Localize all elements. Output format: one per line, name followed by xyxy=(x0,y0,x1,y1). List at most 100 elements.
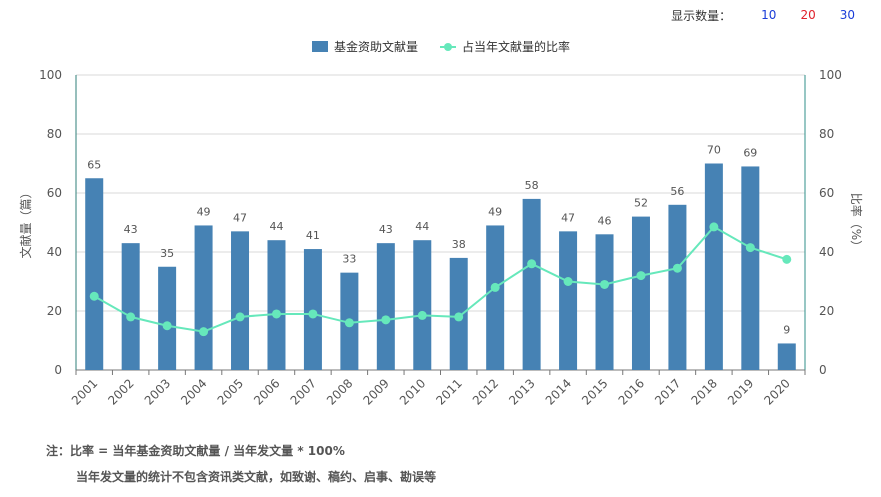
ratio-point xyxy=(199,327,209,337)
funding-chart: 0 20 40 60 80 100 0 20 40 60 80 100 2001 2002 2003 2004… xyxy=(18,39,864,408)
bar-data-label: 44 xyxy=(415,220,429,233)
ratio-point xyxy=(126,312,136,322)
x-tick-label: 2001 xyxy=(69,376,100,407)
bar xyxy=(158,266,177,370)
x-tick-label: 2015 xyxy=(579,376,610,407)
ratio-point xyxy=(162,321,172,331)
bar-data-label: 33 xyxy=(342,253,356,266)
ratio-point xyxy=(527,259,537,269)
x-tick-label: 2017 xyxy=(652,376,683,407)
y2-tick-label: 20 xyxy=(819,304,834,318)
y2-tick-label: 60 xyxy=(819,186,834,200)
bar-data-label: 44 xyxy=(269,220,283,233)
x-tick-label: 2016 xyxy=(616,376,647,407)
display-count-label: 显示数量： xyxy=(671,8,732,23)
ratio-point xyxy=(344,318,354,328)
ratio-line xyxy=(93,225,788,333)
x-tick-label: 2007 xyxy=(288,376,319,407)
bar-data-label: 65 xyxy=(87,158,101,171)
ratio-point xyxy=(235,312,245,322)
ratio-point xyxy=(672,263,682,273)
y2-tick-label: 80 xyxy=(819,127,834,141)
legend-label-bar: 基金资助文献量 xyxy=(334,39,418,54)
ratio-point xyxy=(709,222,719,232)
bar xyxy=(486,225,505,370)
bar-data-label: 43 xyxy=(124,223,138,236)
bar xyxy=(522,198,541,370)
bar xyxy=(668,204,687,370)
ratio-point xyxy=(454,312,464,322)
y-tick-label: 60 xyxy=(47,186,62,200)
ratio-point xyxy=(271,309,281,319)
bar-data-label: 38 xyxy=(452,238,466,251)
x-tick-label: 2013 xyxy=(506,376,537,407)
ratio-point xyxy=(600,279,610,289)
display-count-selector: 显示数量： 10 20 30 xyxy=(671,6,869,24)
bar xyxy=(777,343,796,370)
bar xyxy=(194,225,213,370)
bar-data-label: 70 xyxy=(707,144,721,157)
x-tick-label: 2020 xyxy=(761,376,792,407)
y-tick-label: 100 xyxy=(39,68,62,82)
bar xyxy=(704,163,723,370)
x-tick-label: 2018 xyxy=(688,376,719,407)
x-tick-label: 2019 xyxy=(725,376,756,407)
y2-tick-label: 40 xyxy=(819,245,834,259)
bar xyxy=(595,234,614,370)
ratio-point xyxy=(745,243,755,253)
x-tick-label: 2005 xyxy=(215,376,246,407)
bar-data-label: 43 xyxy=(379,223,393,236)
ratio-point xyxy=(782,254,792,264)
bar xyxy=(376,243,395,370)
bar-data-label: 47 xyxy=(561,211,575,224)
ratio-point xyxy=(636,271,646,281)
ratio-point xyxy=(89,291,99,301)
bar-data-label: 52 xyxy=(634,197,648,210)
bar-data-label: 47 xyxy=(233,211,247,224)
bar-data-label: 35 xyxy=(160,247,174,260)
display-count-option-20[interactable]: 20 xyxy=(800,8,816,22)
bar-data-label: 56 xyxy=(670,185,684,198)
bar-data-label: 69 xyxy=(743,146,757,159)
x-tick-label: 2006 xyxy=(251,376,282,407)
x-tick-label: 2014 xyxy=(543,376,574,407)
x-tick-label: 2008 xyxy=(324,376,355,407)
bar xyxy=(559,231,578,370)
y-tick-label: 80 xyxy=(47,127,62,141)
bar-data-label: 49 xyxy=(488,205,502,218)
bar-data-label: 58 xyxy=(525,179,539,192)
ratio-point xyxy=(381,315,391,325)
ratio-point xyxy=(490,282,500,292)
y-tick-label: 40 xyxy=(47,245,62,259)
x-tick-label: 2009 xyxy=(360,376,391,407)
bar-data-label: 49 xyxy=(197,205,211,218)
y2-axis-title: 比率（%） xyxy=(849,193,864,252)
x-tick-label: 2011 xyxy=(433,376,464,407)
bar xyxy=(413,240,432,370)
legend-swatch-point xyxy=(444,43,452,51)
legend-swatch-bar xyxy=(312,41,328,52)
x-tick-label: 2004 xyxy=(178,376,209,407)
ratio-point xyxy=(563,277,573,286)
bar-data-label: 41 xyxy=(306,229,320,242)
bar xyxy=(631,216,650,370)
y2-tick-label: 0 xyxy=(819,363,827,377)
legend-label-line: 占当年文献量的比率 xyxy=(462,39,570,54)
y-tick-label: 0 xyxy=(54,363,62,377)
bar-data-label: 46 xyxy=(598,214,612,227)
display-count-option-30[interactable]: 30 xyxy=(839,8,855,22)
bar xyxy=(267,240,286,370)
display-count-option-10[interactable]: 10 xyxy=(761,8,777,22)
x-tick-label: 2010 xyxy=(397,376,428,407)
bar xyxy=(741,166,760,370)
note-exclusion: 当年发文量的统计不包含资讯类文献，如致谢、稿约、启事、勘误等 xyxy=(76,470,437,484)
bar xyxy=(231,231,250,370)
chart-notes: 注：比率 = 当年基金资助文献量 / 当年发文量 * 100% 当年发文量的统计… xyxy=(46,438,436,490)
x-tick-label: 2003 xyxy=(142,376,173,407)
ratio-point xyxy=(417,310,427,320)
y-axis-title: 文献量（篇） xyxy=(18,186,33,258)
bar xyxy=(121,243,140,370)
bar xyxy=(85,178,104,370)
x-tick-label: 2002 xyxy=(105,376,136,407)
y2-tick-label: 100 xyxy=(819,68,842,82)
